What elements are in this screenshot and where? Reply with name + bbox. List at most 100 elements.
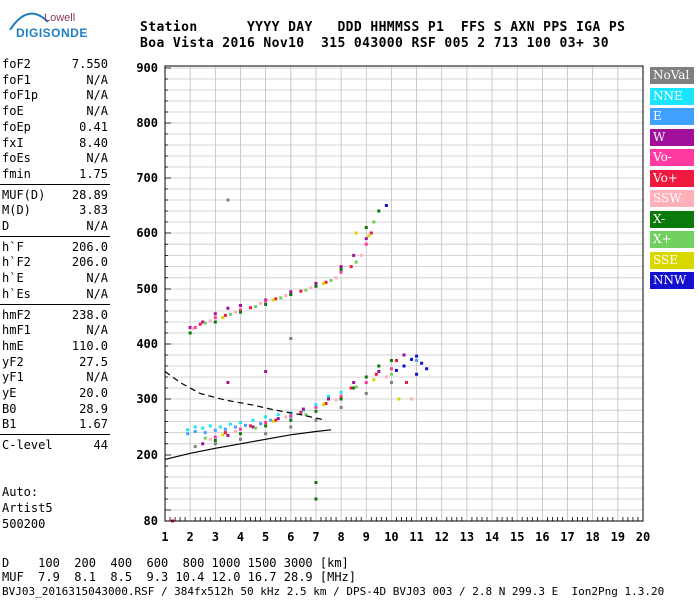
echo-point (193, 326, 197, 329)
param-label: fxI (2, 135, 24, 150)
echo-point (249, 306, 253, 310)
echo-point (213, 435, 217, 439)
param-label: foEs (2, 151, 31, 166)
param-row: h`F 206.0 (2, 240, 108, 255)
x-tick-label: 14 (485, 530, 499, 544)
echo-point (254, 426, 258, 430)
profile-curve (164, 429, 332, 460)
legend-item: SSE (650, 251, 694, 269)
echo-point (405, 381, 409, 384)
echo-point (364, 381, 368, 384)
profile-curve (164, 371, 327, 421)
legend-item: W (650, 128, 694, 146)
lowell-digisonde-logo: Lowell DIGISONDE (4, 8, 132, 44)
param-value: 27.5 (79, 354, 108, 369)
echo-point (327, 397, 331, 401)
echo-point (410, 357, 414, 361)
echo-point (339, 267, 343, 271)
echo-point (314, 284, 318, 288)
x-tick-label: 17 (560, 530, 574, 544)
echo-point (213, 438, 217, 442)
echo-point (226, 381, 230, 384)
echo-point (339, 270, 343, 274)
echo-point (372, 220, 376, 224)
x-tick-label: 20 (636, 530, 650, 544)
x-tick-label: 19 (611, 530, 625, 544)
x-tick-label: 7 (312, 530, 319, 544)
param-separator (0, 434, 110, 436)
param-row: hmF1 N/A (2, 323, 108, 338)
x-tick-label: 12 (435, 530, 449, 544)
x-tick-label: 13 (460, 530, 474, 544)
echo-point (321, 403, 325, 407)
echo-point (327, 394, 331, 398)
echo-point (238, 421, 242, 425)
echo-point (339, 405, 343, 409)
param-row: foE N/A (2, 104, 108, 119)
echo-point (349, 265, 353, 269)
echo-point (289, 293, 293, 296)
echo-point (244, 423, 248, 427)
x-tick-label: 1 (161, 530, 168, 544)
echo-point (289, 337, 293, 340)
footer-distance-row: D 100 200 400 600 800 1000 1500 3000 [km… (2, 556, 349, 570)
echo-point (359, 253, 363, 257)
param-separator (0, 183, 110, 185)
echo-point (233, 425, 237, 429)
param-row: foEs N/A (2, 151, 108, 166)
echo-point (188, 326, 192, 329)
echo-point (384, 204, 388, 207)
param-value: 110.0 (71, 338, 108, 353)
echo-point (354, 260, 358, 264)
echo-point (339, 390, 343, 394)
param-row: yE 20.0 (2, 386, 108, 401)
x-tick-label: 3 (212, 530, 219, 544)
echo-point (201, 442, 205, 446)
echo-point (339, 265, 343, 269)
auto-line-3: 500200 (2, 517, 46, 531)
legend-item: NoVal (650, 67, 694, 84)
echo-point (314, 481, 318, 484)
echo-point (238, 437, 242, 441)
echo-point (223, 313, 227, 317)
echo-point (367, 234, 371, 238)
echo-point (389, 367, 393, 371)
param-separator (0, 235, 110, 237)
echo-point (213, 316, 217, 320)
param-row: B1 1.67 (2, 417, 108, 432)
echo-point (226, 433, 230, 437)
echo-point (221, 433, 225, 437)
echo-point (299, 289, 303, 293)
y-tick-label: 700 (136, 171, 158, 185)
echo-point (364, 242, 368, 246)
echo-point (321, 281, 325, 285)
echo-point (284, 294, 288, 298)
echo-point (213, 442, 217, 446)
echo-point (377, 364, 381, 368)
param-label: hmE (2, 338, 24, 353)
echo-point (314, 403, 318, 407)
param-label: MUF(D) (2, 187, 46, 202)
echo-point (314, 405, 318, 409)
y-tick-label: 80 (144, 514, 158, 528)
echo-point (349, 386, 353, 390)
echo-point (364, 226, 368, 229)
param-value: 206.0 (71, 239, 108, 254)
echo-point (238, 427, 242, 431)
echo-point (254, 305, 258, 309)
param-value: N/A (86, 323, 108, 338)
legend-item: X+ (650, 231, 694, 248)
param-label: h`Es (2, 286, 31, 301)
echo-point (354, 231, 358, 235)
echo-point (377, 370, 381, 373)
echo-point (213, 312, 217, 316)
echo-point (259, 422, 263, 426)
param-row: fmin 1.75 (2, 167, 108, 182)
param-value: 28.9 (79, 401, 108, 416)
echo-point (233, 310, 237, 314)
echo-point (329, 279, 333, 283)
param-value: N/A (86, 88, 108, 103)
x-tick-label: 10 (384, 530, 398, 544)
legend-item: Vo+ (650, 169, 694, 187)
